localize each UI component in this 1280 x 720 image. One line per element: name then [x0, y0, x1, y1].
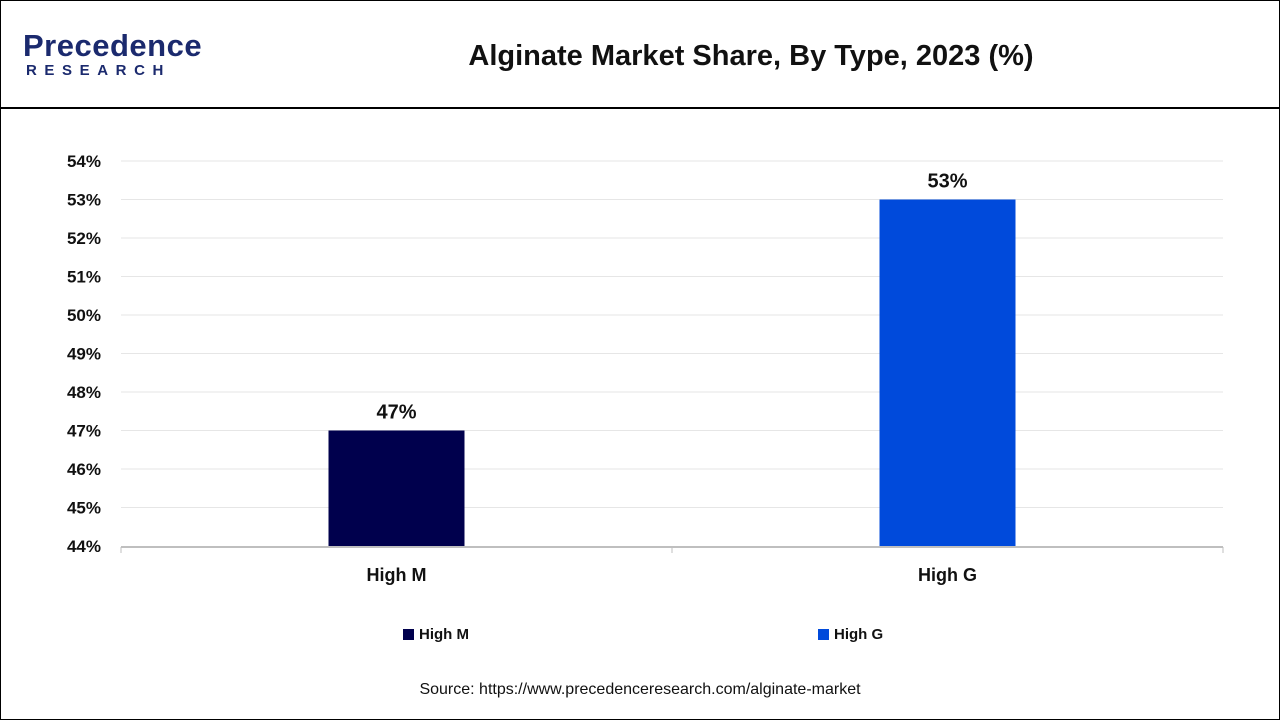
source-note: Source: https://www.precedenceresearch.c…: [419, 681, 861, 698]
bar-chart: 44% 45% 46% 47% 48% 49% 50% 51% 52% 53% 54% High M…: [67, 152, 1224, 585]
legend-item-high-g: High G: [818, 621, 883, 647]
legend-item-high-m: High M: [403, 621, 469, 647]
category-label-high-m: High M: [367, 565, 427, 585]
legend-swatch-high-m: [403, 628, 414, 640]
bar-high-m: [328, 430, 465, 546]
y-tick-label: 52%: [67, 229, 101, 248]
logo-wordmark: Precedence: [23, 28, 203, 63]
header: Precedence RESEARCH Alginate Market Shar…: [1, 1, 1279, 109]
y-tick-label: 47%: [67, 422, 101, 441]
legend-label-high-g: High G: [834, 625, 884, 643]
bar-high-g: [879, 199, 1016, 546]
data-label-high-m: 47%: [376, 402, 416, 424]
y-axis-ticks: 44% 45% 46% 47% 48% 49% 50% 51% 52% 53% 54%: [67, 152, 101, 556]
data-label-high-g: 53%: [927, 171, 967, 193]
y-tick-label: 45%: [67, 499, 101, 518]
gridlines: [121, 160, 1223, 508]
y-tick-label: 53%: [67, 191, 101, 210]
x-axis-categories: High M High G: [367, 565, 978, 585]
y-tick-label: 51%: [67, 268, 101, 287]
legend-label-high-m: High M: [419, 625, 469, 643]
y-tick-label: 46%: [67, 460, 101, 479]
category-label-high-g: High G: [918, 565, 977, 585]
logo-subtitle: RESEARCH: [26, 62, 171, 79]
chart-title: Alginate Market Share, By Type, 2023 (%): [468, 40, 1034, 72]
legend: High M High G: [1, 621, 1279, 647]
brand-logo: Precedence RESEARCH: [23, 29, 223, 85]
y-tick-label: 54%: [67, 152, 101, 171]
legend-swatch-high-g: [818, 628, 829, 640]
bars: [328, 199, 1016, 546]
y-tick-label: 48%: [67, 383, 101, 402]
y-tick-label: 50%: [67, 306, 101, 325]
y-tick-label: 44%: [67, 537, 101, 556]
y-tick-label: 49%: [67, 345, 101, 364]
x-axis: [120, 546, 1224, 553]
data-labels: 47% 53%: [376, 171, 967, 424]
